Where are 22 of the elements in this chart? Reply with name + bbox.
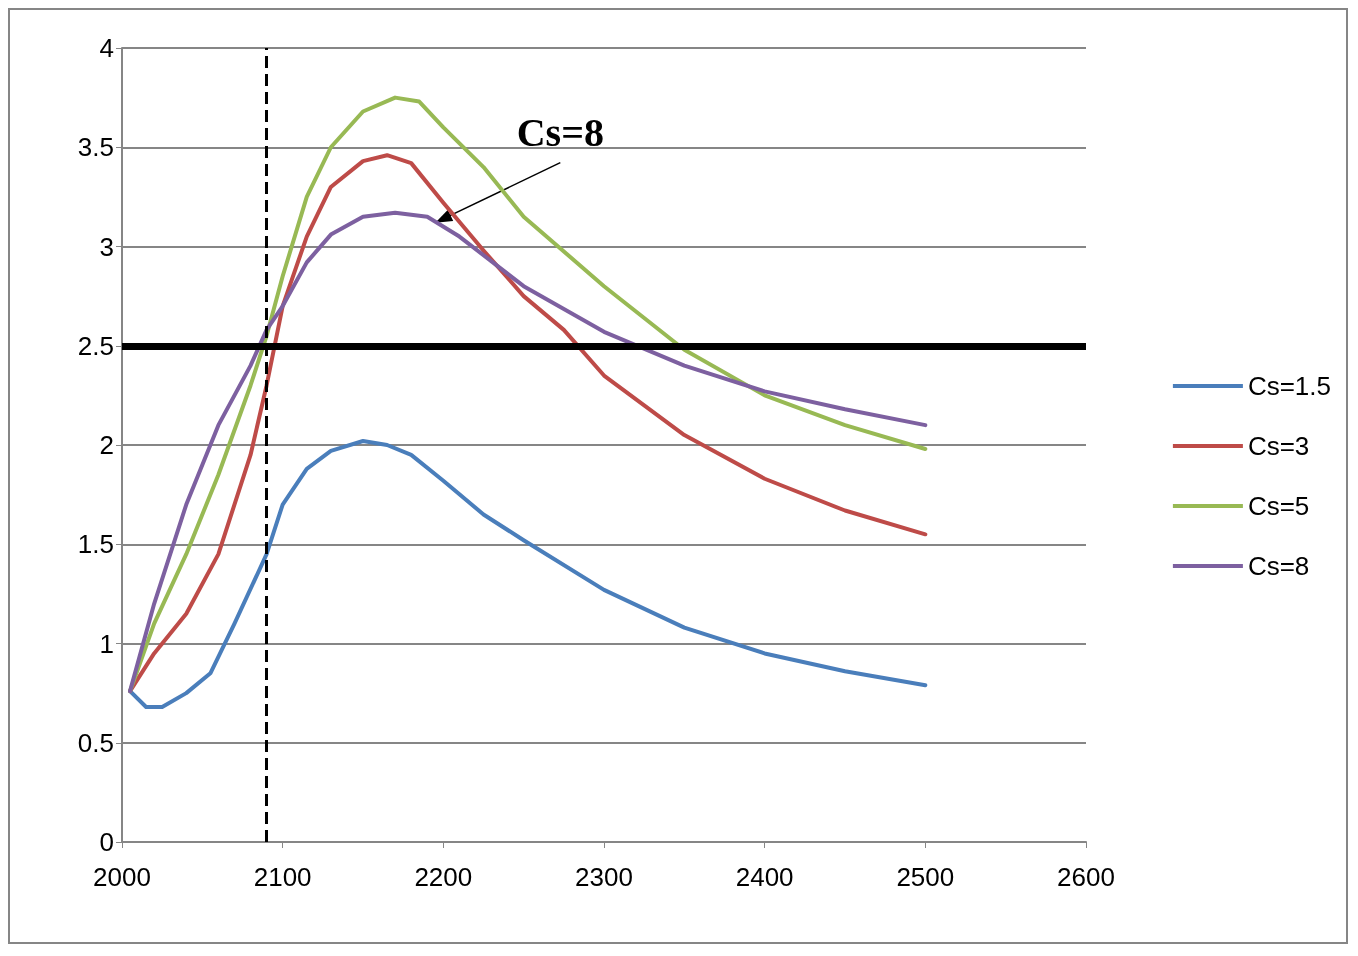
y-tick-label: 2.5 — [77, 330, 114, 361]
y-tick-label: 3 — [99, 231, 114, 262]
x-tick-label: 2000 — [93, 862, 151, 892]
y-tick-label: 3.5 — [77, 132, 114, 163]
legend-label: Cs=8 — [1247, 551, 1310, 581]
x-tick-label: 2500 — [896, 862, 955, 892]
line-series — [128, 439, 928, 710]
y-tick-label: 0 — [99, 827, 114, 857]
x-tick-label: 2100 — [253, 862, 312, 892]
x-tick-label: 2300 — [575, 862, 633, 892]
y-tick-label: 0.5 — [77, 727, 114, 758]
x-tick-label: 2200 — [414, 862, 473, 892]
legend-label: Cs=5 — [1247, 491, 1310, 521]
legend-label: Cs=1.5 — [1247, 371, 1332, 401]
y-tick-label: 1 — [99, 628, 114, 659]
y-tick-label: 1.5 — [77, 529, 114, 560]
x-tick-label: 2600 — [1057, 862, 1115, 892]
y-tick-label: 2 — [99, 430, 114, 460]
y-tick-label: 4 — [99, 33, 114, 63]
annotation: Cs=8 — [516, 110, 604, 156]
legend-label: Cs=3 — [1247, 431, 1310, 461]
x-tick-label: 2400 — [735, 862, 794, 892]
